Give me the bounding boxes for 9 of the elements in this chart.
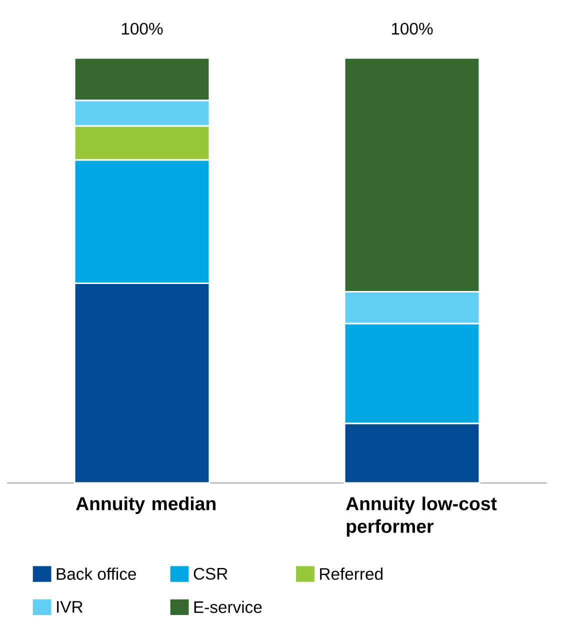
total-label: 100% [122,22,163,35]
legend-label: CSR [194,568,228,580]
x-tick-label: Annuity median [76,496,216,514]
legend-label: E-service [194,600,262,614]
legend-label: Back office [56,568,136,580]
legend-label: IVR [57,601,83,613]
legend-label: Referred [320,568,382,580]
total-label: 100% [392,22,433,35]
x-tick-label: Annuity low-cost performer [346,496,497,537]
